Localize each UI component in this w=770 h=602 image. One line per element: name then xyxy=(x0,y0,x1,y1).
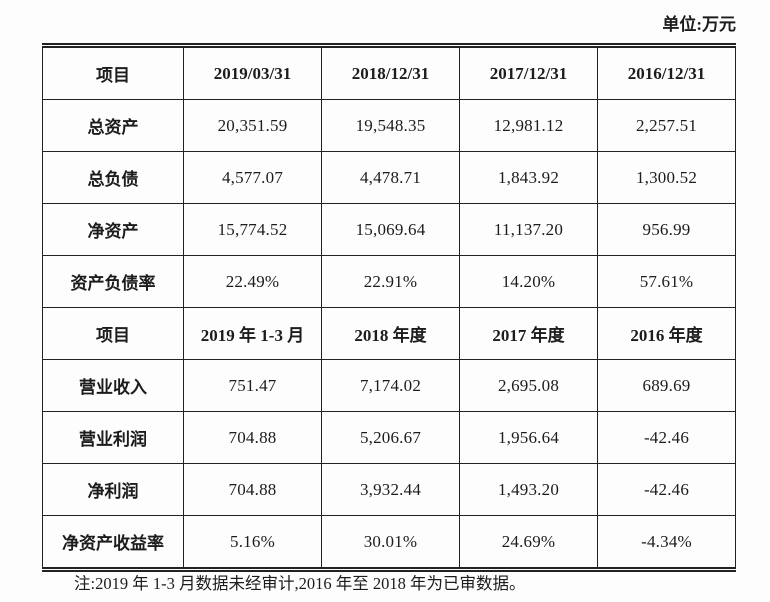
value-cell: 4,577.07 xyxy=(183,151,322,204)
value-cell: 14.20% xyxy=(459,255,598,308)
value-cell: 22.91% xyxy=(321,255,460,308)
value-cell: 7,174.02 xyxy=(321,359,460,412)
value-cell: 4,478.71 xyxy=(321,151,460,204)
table-row: 营业利润 704.88 5,206.67 1,956.64 -42.46 xyxy=(42,411,736,464)
value-cell: 3,932.44 xyxy=(321,463,460,516)
value-cell: -42.46 xyxy=(597,463,736,516)
value-cell: 15,774.52 xyxy=(183,203,322,256)
value-cell: 5.16% xyxy=(183,515,322,570)
value-cell: 704.88 xyxy=(183,411,322,464)
header-item-cell: 项目 xyxy=(42,45,184,100)
row-label-cell: 营业收入 xyxy=(42,359,184,412)
table-row: 总负债 4,577.07 4,478.71 1,843.92 1,300.52 xyxy=(42,151,736,204)
value-cell: -42.46 xyxy=(597,411,736,464)
header-period-cell: 2017 年度 xyxy=(459,307,598,360)
table-header-row: 项目 2019 年 1-3 月 2018 年度 2017 年度 2016 年度 xyxy=(42,307,736,360)
value-cell: 704.88 xyxy=(183,463,322,516)
value-cell: 956.99 xyxy=(597,203,736,256)
value-cell: 30.01% xyxy=(321,515,460,570)
value-cell: -4.34% xyxy=(597,515,736,570)
value-cell: 751.47 xyxy=(183,359,322,412)
table-row: 资产负债率 22.49% 22.91% 14.20% 57.61% xyxy=(42,255,736,308)
value-cell: 1,843.92 xyxy=(459,151,598,204)
row-label-cell: 总负债 xyxy=(42,151,184,204)
unit-label: 单位:万元 xyxy=(662,15,736,34)
footnote: 注:2019 年 1-3 月数据未经审计,2016 年至 2018 年为已审数据… xyxy=(74,574,526,593)
value-cell: 20,351.59 xyxy=(183,99,322,152)
value-cell: 2,695.08 xyxy=(459,359,598,412)
value-cell: 1,493.20 xyxy=(459,463,598,516)
value-cell: 689.69 xyxy=(597,359,736,412)
table-row: 净利润 704.88 3,932.44 1,493.20 -42.46 xyxy=(42,463,736,516)
row-label-cell: 净资产 xyxy=(42,203,184,256)
value-cell: 12,981.12 xyxy=(459,99,598,152)
header-period-cell: 2018 年度 xyxy=(321,307,460,360)
header-period-cell: 2017/12/31 xyxy=(459,45,598,100)
value-cell: 1,300.52 xyxy=(597,151,736,204)
table-row: 净资产 15,774.52 15,069.64 11,137.20 956.99 xyxy=(42,203,736,256)
value-cell: 11,137.20 xyxy=(459,203,598,256)
value-cell: 1,956.64 xyxy=(459,411,598,464)
value-cell: 2,257.51 xyxy=(597,99,736,152)
value-cell: 24.69% xyxy=(459,515,598,570)
value-cell: 22.49% xyxy=(183,255,322,308)
header-period-cell: 2016/12/31 xyxy=(597,45,736,100)
table-row: 净资产收益率 5.16% 30.01% 24.69% -4.34% xyxy=(42,515,736,570)
table-row: 总资产 20,351.59 19,548.35 12,981.12 2,257.51 xyxy=(42,99,736,152)
value-cell: 15,069.64 xyxy=(321,203,460,256)
table-body: 项目 2019/03/31 2018/12/31 2017/12/31 2016/12/… xyxy=(42,45,736,570)
header-item-cell: 项目 xyxy=(42,307,184,360)
value-cell: 57.61% xyxy=(597,255,736,308)
row-label-cell: 总资产 xyxy=(42,99,184,152)
value-cell: 5,206.67 xyxy=(321,411,460,464)
header-period-cell: 2019/03/31 xyxy=(183,45,322,100)
row-label-cell: 资产负债率 xyxy=(42,255,184,308)
table-header-row: 项目 2019/03/31 2018/12/31 2017/12/31 2016/12/… xyxy=(42,45,736,100)
row-label-cell: 净资产收益率 xyxy=(42,515,184,570)
value-cell: 19,548.35 xyxy=(321,99,460,152)
row-label-cell: 营业利润 xyxy=(42,411,184,464)
header-period-cell: 2016 年度 xyxy=(597,307,736,360)
financial-summary-table: 项目 2019/03/31 2018/12/31 2017/12/31 2016/12/… xyxy=(42,43,736,572)
header-period-cell: 2018/12/31 xyxy=(321,45,460,100)
table-row: 营业收入 751.47 7,174.02 2,695.08 689.69 xyxy=(42,359,736,412)
row-label-cell: 净利润 xyxy=(42,463,184,516)
header-period-cell: 2019 年 1-3 月 xyxy=(183,307,322,360)
